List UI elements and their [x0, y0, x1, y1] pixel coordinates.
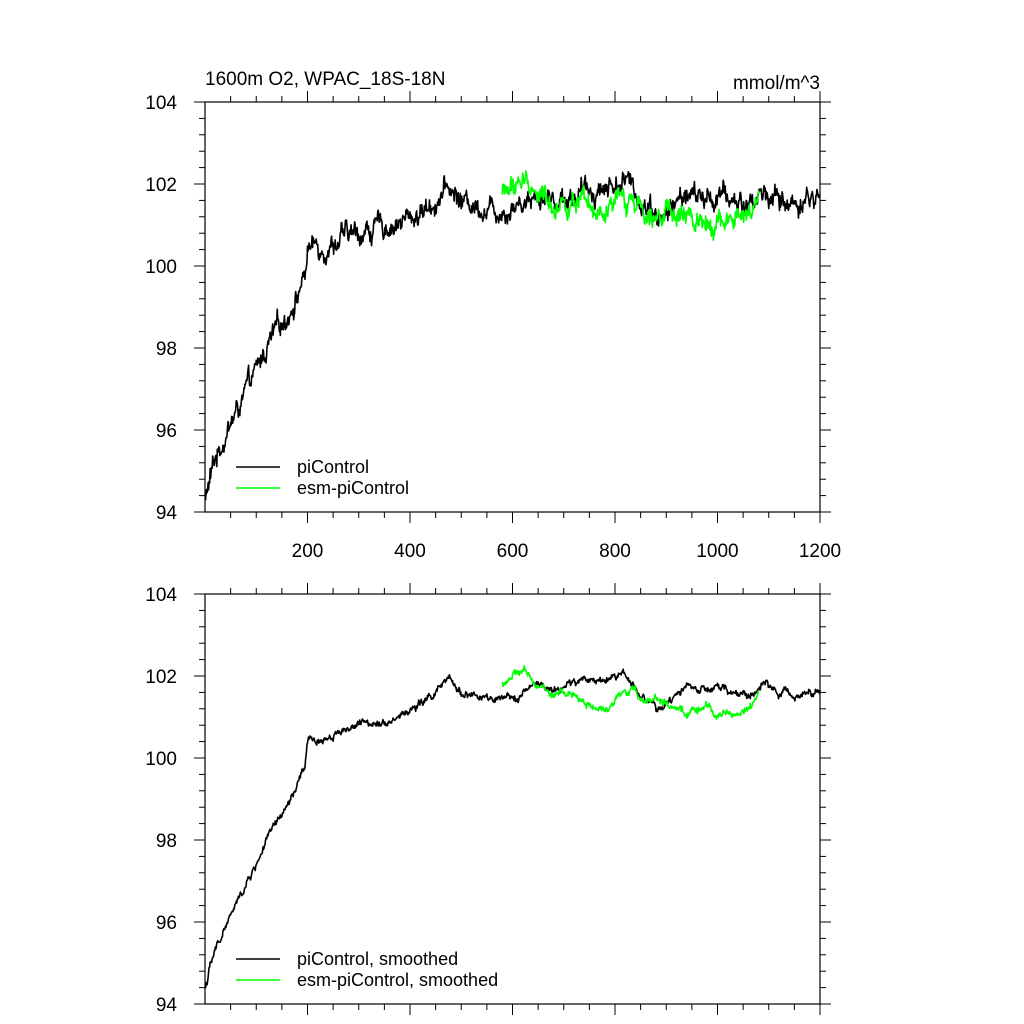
series-line-esm-picontrol [501, 170, 760, 242]
legend-label: esm-piControl, smoothed [297, 970, 498, 990]
y-tick-label: 104 [145, 93, 177, 114]
units-label: mmol/m^3 [733, 73, 820, 94]
y-tick-label: 102 [145, 175, 177, 196]
chart-title: 1600m O2, WPAC_18S-18N [205, 69, 445, 90]
y-tick-label: 96 [156, 913, 177, 934]
plot-frame [204, 593, 821, 1005]
top-panel: 94 96 98 100 102 104 200 400 600 800 1000 1200 1600m… [145, 69, 841, 562]
x-tick-label: 1200 [799, 541, 841, 562]
legend-label: piControl [297, 457, 369, 477]
y-tick-label: 96 [156, 421, 177, 442]
y-tick-label: 94 [156, 995, 178, 1016]
bottom-panel: 94 96 98 100 102 104 piControl, smoothedesm-pi… [145, 583, 831, 1016]
y-tick-label: 94 [156, 503, 178, 524]
series-line-picontrol [204, 170, 821, 501]
legend-label: piControl, smoothed [297, 949, 458, 969]
series-line-esm-picontrol-smoothed [501, 665, 760, 720]
y-tick-label: 102 [145, 667, 177, 688]
y-tick-label: 104 [145, 585, 177, 606]
x-tick-label: 200 [292, 541, 324, 562]
x-tick-label: 1000 [696, 541, 738, 562]
x-tick-label: 600 [497, 541, 529, 562]
x-tick-label: 800 [599, 541, 631, 562]
plot-frame [204, 101, 821, 513]
series-line-picontrol-smoothed [204, 668, 821, 989]
y-tick-label: 98 [156, 831, 177, 852]
y-tick-label: 98 [156, 339, 177, 360]
y-tick-label: 100 [145, 749, 177, 770]
y-tick-label: 100 [145, 257, 177, 278]
x-tick-label: 400 [394, 541, 426, 562]
legend-label: esm-piControl [297, 478, 409, 498]
